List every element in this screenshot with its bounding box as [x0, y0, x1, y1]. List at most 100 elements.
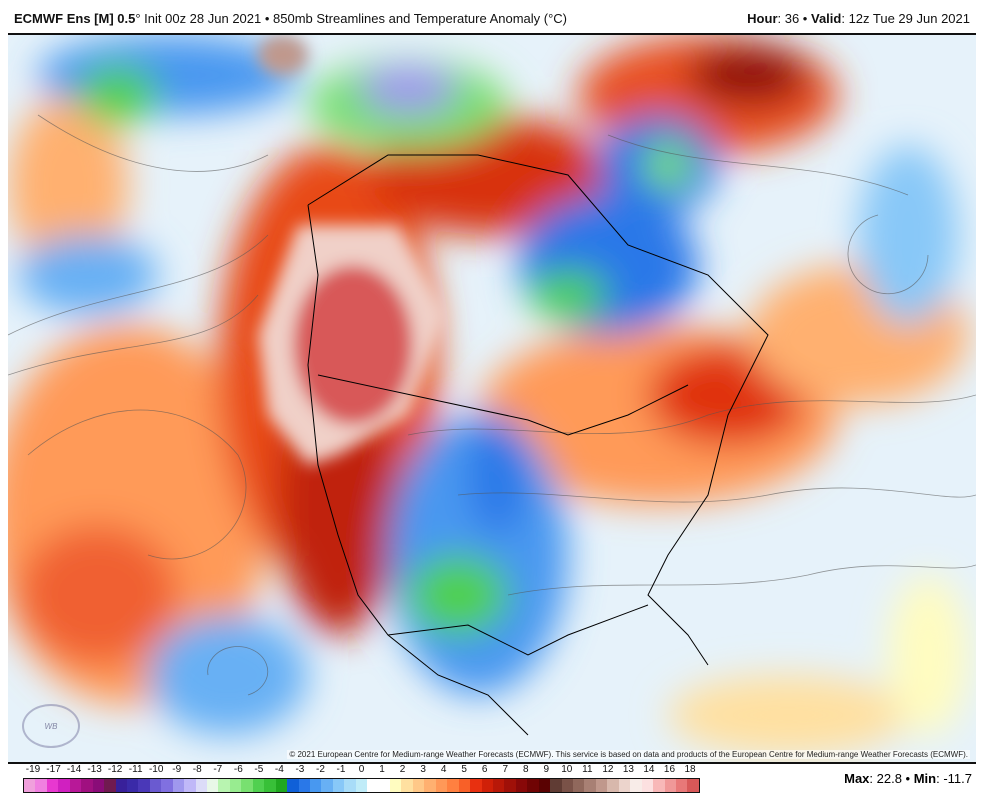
colorbar-swatch [481, 779, 493, 792]
colorbar-label: 8 [522, 764, 529, 775]
colorbar-swatch [275, 779, 288, 792]
colorbar-swatch [229, 779, 242, 792]
colorbar-swatch [550, 779, 562, 792]
colorbar-swatch [344, 779, 356, 792]
colorbar-swatch [161, 779, 173, 792]
valid-time: Hour: 36 • Valid: 12z Tue 29 Jun 2021 [747, 11, 970, 26]
colorbar-label: 10 [561, 764, 573, 775]
colorbar-label: -19 [25, 764, 41, 775]
colorbar-labels: -19 -17 -14 -13 -12 -11 -10 -9 -8 -7 -6 -5 -4 -3 -2 -1 0… [23, 764, 700, 776]
colorbar-label: 2 [399, 764, 406, 775]
colorbar-swatch [24, 779, 36, 792]
colorbar-swatch [470, 779, 482, 792]
weatherbell-logo: WB [22, 704, 80, 748]
colorbar-label: -11 [128, 764, 143, 775]
colorbar-swatch [492, 779, 505, 792]
colorbar-swatch [207, 779, 219, 792]
colorbar-label: -8 [192, 764, 202, 775]
max-min-stats: Max: 22.8 • Min: -11.7 [844, 771, 972, 786]
degree-symbol: ° [135, 11, 141, 26]
colorbar-label: 13 [622, 764, 634, 775]
colorbar-label: -2 [315, 764, 325, 775]
colorbar-swatch [664, 779, 676, 792]
valid-value: : 12z Tue 29 Jun 2021 [841, 11, 970, 26]
min-label: Min [913, 771, 937, 786]
colorbar-swatch [367, 779, 379, 792]
colorbar-label: -14 [66, 764, 82, 775]
colorbar-swatch [138, 779, 150, 792]
init-description: Init 00z 28 Jun 2021 • 850mb Streamlines… [140, 11, 568, 26]
colorbar-swatch [332, 779, 345, 792]
model-name: ECMWF Ens [M] 0.5 [14, 11, 136, 26]
colorbar-label: 16 [663, 764, 676, 775]
colorbar-swatch [607, 779, 619, 792]
temperature-anomaly-field [8, 35, 976, 762]
colorbar-swatch [595, 779, 608, 792]
country-borders [307, 154, 769, 736]
forecast-map[interactable]: WB © 2021 European Centre for Medium-ran… [8, 33, 976, 764]
map-title: ECMWF Ens [M] 0.5° Init 00z 28 Jun 2021 … [14, 11, 567, 26]
streamlines [8, 114, 976, 696]
colorbar-label: -5 [254, 764, 264, 775]
colorbar-label: 9 [543, 764, 550, 775]
colorbar-swatch [504, 779, 516, 792]
colorbar-swatch [653, 779, 665, 792]
colorbar-label: 11 [582, 764, 593, 775]
colorbar-swatch [355, 779, 368, 792]
colorbar-label: 3 [420, 764, 426, 775]
colorbar-swatch [538, 779, 551, 792]
colorbar-label: -12 [107, 764, 123, 775]
colorbar-swatch [126, 779, 139, 792]
colorbar-swatch [298, 779, 310, 792]
colorbar-label: 1 [379, 764, 385, 775]
colorbar-swatch [618, 779, 631, 792]
colorbar-swatch [81, 779, 93, 792]
colorbar-legend [23, 778, 700, 793]
colorbar-label: -9 [172, 764, 182, 775]
max-label: Max [844, 771, 870, 786]
colorbar-swatch [687, 779, 699, 792]
colorbar-swatch [115, 779, 127, 792]
colorbar-label: 5 [461, 764, 467, 775]
colorbar-swatch [58, 779, 70, 792]
colorbar-swatch [515, 779, 528, 792]
colorbar-swatch [573, 779, 585, 792]
colorbar-swatch [447, 779, 459, 792]
colorbar-label: -17 [46, 764, 61, 775]
max-value: : 22.8 • [869, 771, 914, 786]
hour-value: : 36 • [777, 11, 811, 26]
colorbar-label: 6 [481, 764, 488, 775]
colorbar-label: -3 [295, 764, 305, 775]
colorbar-label: 0 [358, 764, 365, 775]
colorbar-label: -4 [274, 764, 284, 775]
colorbar-swatch [92, 779, 105, 792]
colorbar-swatch [218, 779, 230, 792]
colorbar-swatch [412, 779, 425, 792]
colorbar-label: 12 [602, 764, 614, 775]
colorbar-label: -7 [213, 764, 223, 775]
colorbar-label: 18 [684, 764, 696, 775]
colorbar-swatch [561, 779, 573, 792]
colorbar-label: -13 [87, 764, 102, 775]
colorbar-swatch [401, 779, 413, 792]
colorbar-swatch [435, 779, 448, 792]
colorbar-swatch [675, 779, 688, 792]
colorbar-swatch [69, 779, 82, 792]
colorbar-label: 14 [643, 764, 655, 775]
colorbar-label: -10 [148, 764, 164, 775]
colorbar-swatch [172, 779, 185, 792]
colorbar-swatch [264, 779, 276, 792]
colorbar-swatch [149, 779, 162, 792]
colorbar-swatch [424, 779, 436, 792]
colorbar-swatch [184, 779, 196, 792]
colorbar-swatch [241, 779, 253, 792]
colorbar-label: -1 [336, 764, 346, 775]
valid-label: Valid [810, 11, 842, 26]
colorbar-swatch [390, 779, 402, 792]
colorbar-swatch [378, 779, 390, 792]
colorbar-swatch [46, 779, 59, 792]
colorbar-swatch [104, 779, 116, 792]
colorbar-swatch [252, 779, 265, 792]
colorbar-swatch [641, 779, 654, 792]
hour-label: Hour [747, 11, 778, 26]
